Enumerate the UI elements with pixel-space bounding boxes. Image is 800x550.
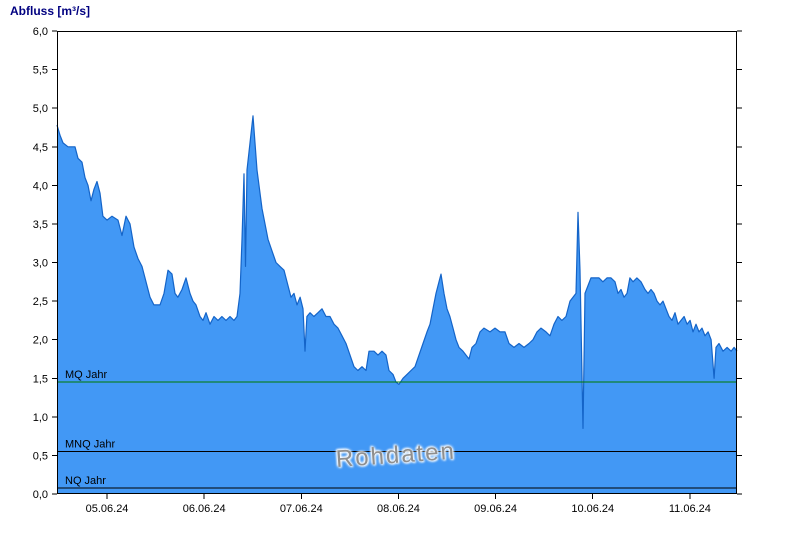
y-tick-label: 2,5 <box>33 296 48 308</box>
plot-border <box>57 31 737 494</box>
y-tick-label: 1,0 <box>33 412 48 424</box>
x-tick-label: 10.06.24 <box>571 503 614 515</box>
y-tick-label: 3,0 <box>33 258 48 270</box>
reference-line-label: NQ Jahr <box>65 475 106 487</box>
x-tick-label: 05.06.24 <box>86 503 129 515</box>
x-tick-label: 07.06.24 <box>280 503 323 515</box>
y-tick-label: 4,5 <box>33 142 48 154</box>
x-tick-label: 06.06.24 <box>183 503 226 515</box>
discharge-line <box>56 115 738 429</box>
x-tick-label: 09.06.24 <box>474 503 517 515</box>
y-tick-label: 5,0 <box>33 103 48 115</box>
reference-line-label: MNQ Jahr <box>65 439 115 451</box>
discharge-area-fill <box>57 115 737 495</box>
y-tick-label: 0,5 <box>33 450 48 462</box>
y-tick-label: 3,5 <box>33 219 48 231</box>
y-tick-label: 1,5 <box>33 373 48 385</box>
y-tick-label: 0,0 <box>33 489 48 501</box>
y-tick-label: 2,0 <box>33 335 48 347</box>
y-tick-label: 4,0 <box>33 180 48 192</box>
chart-title: Abfluss [m³/s] <box>10 4 91 18</box>
x-tick-label: 08.06.24 <box>377 503 420 515</box>
y-tick-label: 6,0 <box>33 26 48 38</box>
x-tick-label: 11.06.24 <box>669 503 711 515</box>
y-tick-label: 5,5 <box>33 65 48 77</box>
reference-line-label: MQ Jahr <box>65 369 108 381</box>
